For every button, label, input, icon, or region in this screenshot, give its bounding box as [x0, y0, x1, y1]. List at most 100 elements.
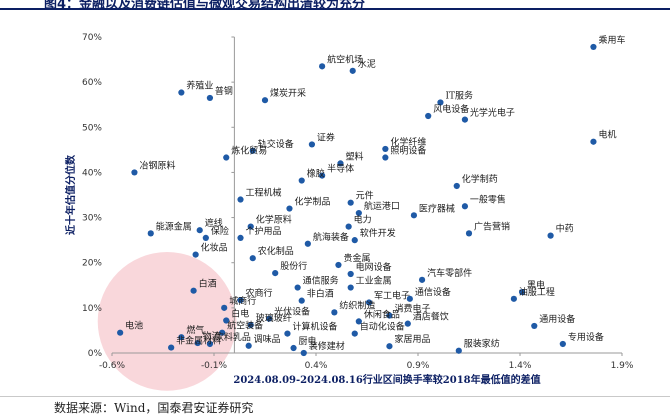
data-label: 装修建材: [309, 340, 345, 352]
data-label: 物流: [203, 330, 221, 342]
data-label: 化妆品: [201, 242, 228, 254]
data-label: 元件: [356, 190, 374, 202]
data-label: 航空机场: [327, 53, 363, 65]
data-point: [247, 321, 254, 329]
data-point: [547, 232, 554, 239]
data-point: [192, 251, 199, 258]
data-label: 非白酒: [307, 288, 334, 300]
axis-layer: 0% 10% 20% 30% 40% 50% 60% 70% -0.6% -0.1% 0.4% 0.9…: [82, 33, 634, 371]
data-point: [335, 261, 342, 269]
data-point: [298, 297, 305, 304]
data-point: [237, 297, 244, 304]
data-point: [194, 339, 201, 347]
data-point: [237, 234, 244, 241]
data-label: 照明设备: [390, 145, 426, 157]
data-point: [249, 147, 256, 154]
data-label: 个护用品: [246, 225, 282, 237]
data-label: 半导体: [327, 163, 354, 175]
data-label: 通信设备: [415, 286, 451, 298]
data-point: [465, 230, 473, 237]
data-point: [347, 199, 354, 206]
data-label: 中药: [556, 223, 574, 235]
data-label: 轨交设备: [258, 138, 294, 150]
x-tick-label: 1.9%: [611, 361, 634, 371]
data-point: [461, 116, 469, 123]
data-point: [286, 205, 293, 212]
data-label: 服装家纺: [464, 338, 500, 350]
data-label: 煤炭开采: [270, 87, 306, 99]
data-point: [386, 343, 393, 350]
data-label: 贵金属: [343, 252, 370, 264]
y-tick-label: 30%: [82, 214, 102, 224]
data-label: 航运港口: [364, 200, 400, 212]
data-label: 家居用品: [394, 333, 430, 345]
title-divider: [0, 8, 670, 10]
x-tick-label: 0.9%: [407, 361, 430, 371]
data-point: [337, 160, 344, 167]
data-point: [437, 99, 444, 106]
data-label: 电力: [354, 214, 372, 226]
y-tick-label: 50%: [82, 123, 102, 133]
data-label: 冶钢原料: [139, 159, 175, 171]
data-point: [298, 177, 305, 184]
data-label: 养殖业: [186, 80, 213, 92]
data-label: 化学制品: [294, 196, 330, 208]
data-label: 普钢: [215, 85, 233, 97]
data-label: 航空装备: [227, 320, 263, 332]
y-tick-label: 20%: [82, 259, 102, 269]
data-point: [223, 154, 230, 161]
data-point: [510, 295, 517, 302]
data-points-layer: [117, 43, 597, 357]
data-point: [308, 141, 316, 148]
data-point: [559, 340, 566, 348]
data-point: [265, 315, 273, 322]
data-point: [461, 203, 469, 210]
data-label: 保险: [211, 225, 229, 237]
scatter-chart: 0% 10% 20% 30% 40% 50% 60% 70% -0.6% -0.1% 0.4% 0.9…: [64, 33, 634, 391]
data-label: 工业金属: [356, 275, 392, 287]
data-label: 农化制品: [258, 245, 294, 257]
highlight-region-layer: [97, 252, 237, 391]
data-label: 电机: [598, 129, 616, 141]
data-point: [272, 269, 279, 277]
data-label: 乘用车: [598, 34, 625, 46]
data-label: 非金属材料: [176, 335, 221, 347]
data-point: [406, 295, 413, 302]
data-point: [345, 223, 352, 230]
footer-divider: [0, 396, 670, 397]
data-point: [147, 230, 154, 237]
data-point: [382, 145, 389, 153]
data-point: [117, 329, 124, 336]
data-point: [365, 299, 373, 306]
data-label: 股份行: [280, 260, 307, 272]
x-tick-label: -0.1%: [201, 361, 228, 371]
x-axis-label: 2024.08.09-2024.08.16行业区间换手率较2018年最低值的差值: [233, 373, 540, 386]
data-label: 黑电: [527, 279, 545, 291]
data-point: [455, 347, 462, 354]
data-label: 通用设备: [539, 313, 575, 325]
highlight-circle: [97, 252, 237, 391]
data-point: [196, 227, 203, 234]
data-point: [247, 223, 254, 230]
y-tick-label: 40%: [82, 168, 102, 178]
x-tick-label: -0.6%: [99, 361, 126, 371]
data-point: [331, 309, 338, 316]
data-point: [351, 237, 358, 244]
data-point: [355, 318, 362, 325]
data-point: [245, 342, 252, 349]
data-point: [261, 97, 269, 104]
data-point: [404, 320, 411, 327]
data-label: 塑料: [345, 150, 363, 162]
data-label: 一般零售: [470, 193, 506, 205]
data-point: [206, 340, 214, 348]
data-label: 通信服务: [303, 275, 339, 287]
data-point: [347, 270, 354, 278]
data-point: [590, 138, 597, 145]
data-label: 自动化设备: [360, 321, 405, 333]
data-label: IT服务: [445, 89, 473, 101]
data-point: [590, 43, 597, 51]
data-point: [206, 94, 214, 102]
data-point: [168, 344, 175, 351]
data-label: 水泥: [358, 58, 376, 70]
